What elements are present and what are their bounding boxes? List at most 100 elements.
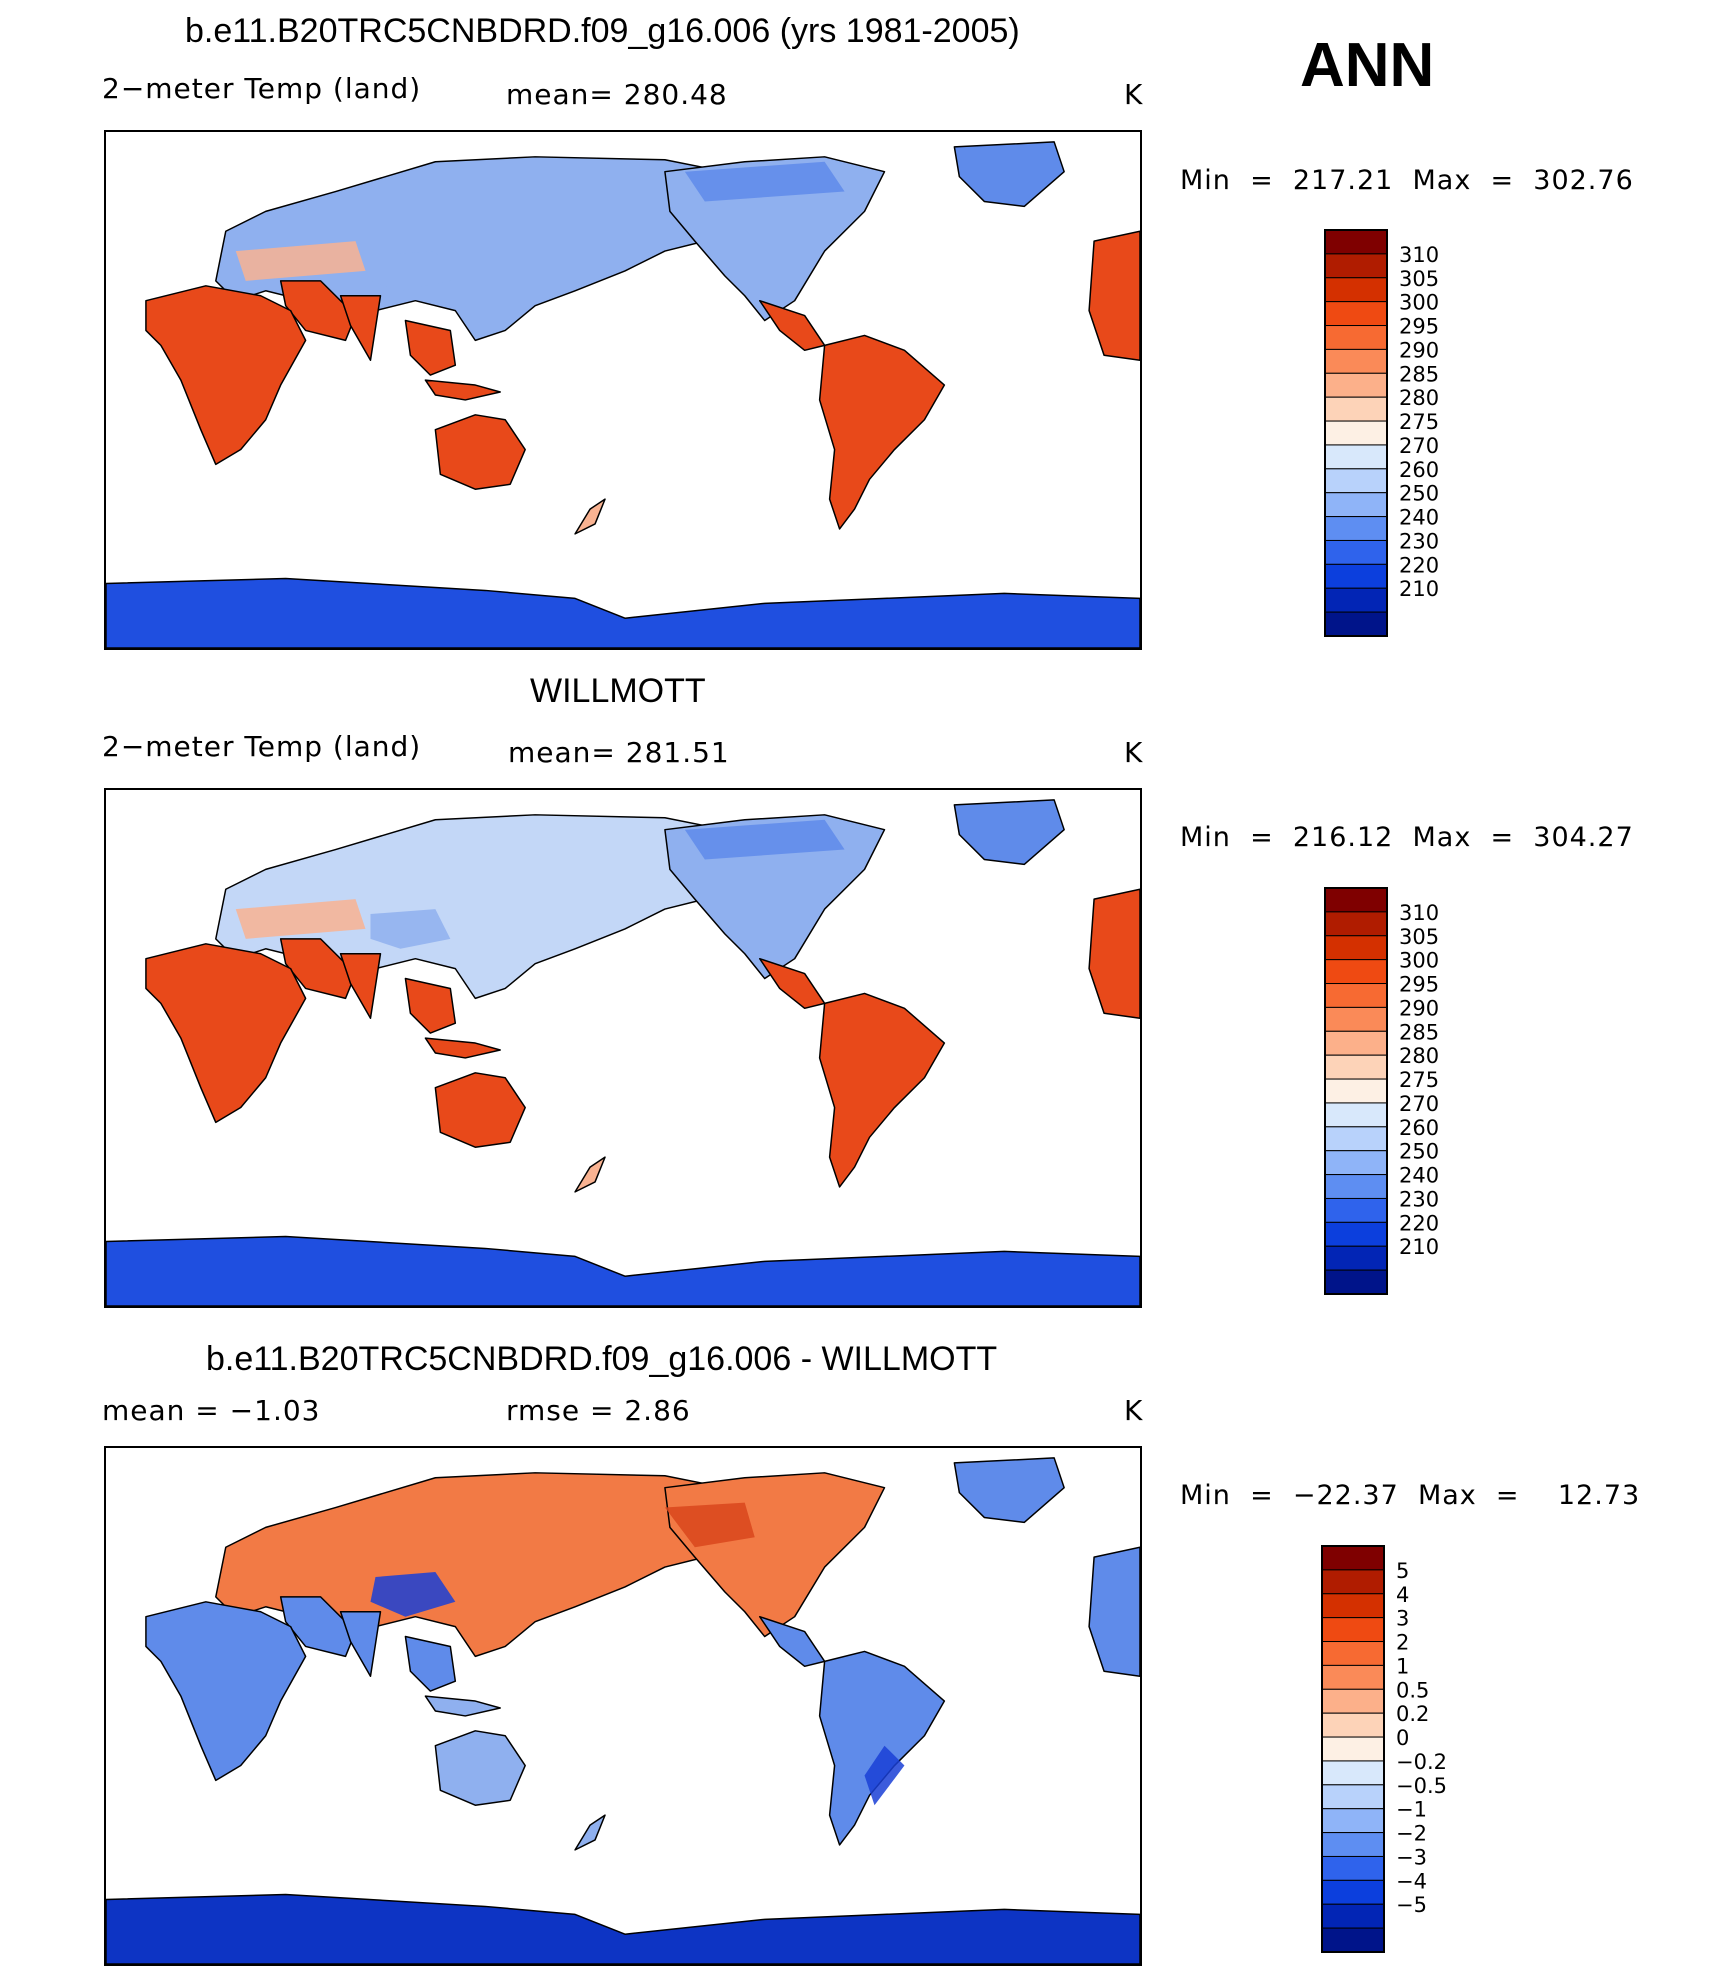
colorbar-swatch bbox=[1324, 911, 1388, 937]
colorbar-svg: 3103053002952902852802752702602502402302… bbox=[1324, 229, 1439, 637]
landmass-india bbox=[339, 952, 382, 1019]
colorbar-swatch bbox=[1324, 1030, 1388, 1056]
panel-1-title: b.e11.B20TRC5CNBDRD.f09_g16.006 (yrs 198… bbox=[185, 12, 1020, 50]
map-shading-patch bbox=[370, 251, 451, 291]
panel-1-variable-label: 2−meter Temp (land) bbox=[102, 72, 422, 105]
colorbar-swatch bbox=[1324, 1102, 1388, 1128]
landmass-s-america bbox=[818, 334, 946, 530]
colorbar-tick-label: 1 bbox=[1396, 1654, 1409, 1678]
colorbar-tick-label: −0.5 bbox=[1396, 1774, 1447, 1798]
colorbar-tick-label: 2 bbox=[1396, 1631, 1409, 1655]
colorbar-swatch bbox=[1324, 1221, 1388, 1247]
panel-3-colorbar: 5 4 3 2 1 0.5 0.2 0 −0.2 −0.5 −1 −2 −3 −4 −5 bbox=[1321, 1545, 1542, 1956]
panel-3-title: b.e11.B20TRC5CNBDRD.f09_g16.006 - WILLMO… bbox=[206, 1340, 998, 1378]
colorbar-swatch bbox=[1324, 959, 1388, 985]
panel-3-rmse-label: rmse = 2.86 bbox=[506, 1394, 691, 1427]
landmass-antarctica bbox=[106, 1235, 1140, 1306]
colorbar-tick-label: −0.2 bbox=[1396, 1750, 1447, 1774]
landmass-africa bbox=[145, 1601, 307, 1782]
colorbar-tick-label: 210 bbox=[1399, 577, 1439, 601]
colorbar-swatch bbox=[1321, 1593, 1385, 1619]
colorbar-tick-label: 275 bbox=[1399, 410, 1439, 434]
landmass-seasia bbox=[404, 1635, 457, 1692]
colorbar-swatch bbox=[1324, 539, 1388, 565]
landmass-antarctica bbox=[106, 1893, 1140, 1964]
colorbar-tick-label: −3 bbox=[1396, 1845, 1427, 1869]
colorbar-tick-label: 220 bbox=[1399, 553, 1439, 577]
colorbar-tick-label: 270 bbox=[1399, 434, 1439, 458]
landmass-greenland bbox=[953, 1457, 1065, 1524]
colorbar-tick-label: 305 bbox=[1399, 267, 1439, 291]
colorbar-tick-label: −4 bbox=[1396, 1869, 1427, 1893]
colorbar-swatch bbox=[1321, 1760, 1385, 1786]
colorbar-tick-label: 310 bbox=[1399, 901, 1439, 925]
colorbar-swatch bbox=[1324, 372, 1388, 398]
colorbar-swatch bbox=[1321, 1617, 1385, 1643]
map-shading-patch bbox=[370, 1572, 456, 1617]
colorbar-swatch bbox=[1324, 277, 1388, 303]
colorbar-swatch bbox=[1324, 587, 1388, 613]
colorbar-tick-label: 230 bbox=[1399, 529, 1439, 553]
colorbar-tick-label: 285 bbox=[1399, 1020, 1439, 1044]
colorbar-swatch bbox=[1324, 1126, 1388, 1152]
colorbar-tick-label: 4 bbox=[1396, 1583, 1409, 1607]
landmass-australia bbox=[434, 414, 526, 490]
colorbar-svg: 3103053002952902852802752702602502402302… bbox=[1324, 887, 1439, 1295]
colorbar-swatch bbox=[1324, 348, 1388, 374]
colorbar-swatch bbox=[1324, 983, 1388, 1008]
landmass-s-america bbox=[818, 992, 946, 1188]
colorbar-swatch bbox=[1324, 887, 1388, 913]
panel-3-minmax: Min = −22.37 Max = 12.73 bbox=[1180, 1480, 1641, 1511]
colorbar-swatch bbox=[1324, 1269, 1388, 1295]
colorbar-swatch bbox=[1321, 1688, 1385, 1714]
colorbar-swatch bbox=[1324, 420, 1388, 446]
landmass-seasia bbox=[404, 977, 457, 1034]
colorbar-tick-label: −5 bbox=[1396, 1893, 1427, 1917]
landmass-antarctica bbox=[106, 577, 1140, 648]
landmass-australia bbox=[434, 1072, 526, 1148]
colorbar-swatch bbox=[1321, 1903, 1385, 1929]
map-shading-patch bbox=[684, 819, 845, 860]
panel-1-map bbox=[104, 130, 1142, 650]
colorbar-tick-label: 260 bbox=[1399, 458, 1439, 482]
colorbar-swatch bbox=[1321, 1832, 1385, 1857]
colorbar-tick-label: 275 bbox=[1399, 1068, 1439, 1092]
panel-2-title: WILLMOTT bbox=[530, 672, 706, 710]
panel-1-units-label: K bbox=[1124, 78, 1144, 111]
colorbar-tick-label: 240 bbox=[1399, 506, 1439, 530]
landmass-central-am bbox=[758, 957, 826, 1010]
map-shading-patch bbox=[370, 909, 451, 949]
colorbar-swatch bbox=[1321, 1712, 1385, 1738]
colorbar-tick-label: 270 bbox=[1399, 1092, 1439, 1116]
panel-2-variable-label: 2−meter Temp (land) bbox=[102, 730, 422, 763]
landmass-w-africa-edge bbox=[1088, 888, 1140, 1019]
colorbar-swatch bbox=[1321, 1545, 1385, 1571]
landmass-australia bbox=[434, 1730, 526, 1806]
map-shading-patch bbox=[684, 161, 845, 202]
map-svg bbox=[106, 1457, 1140, 1964]
landmass-w-africa-edge bbox=[1088, 1546, 1140, 1677]
colorbar-tick-label: 220 bbox=[1399, 1211, 1439, 1235]
colorbar-tick-label: 0 bbox=[1396, 1726, 1409, 1750]
colorbar-tick-label: 3 bbox=[1396, 1607, 1409, 1631]
colorbar-swatch bbox=[1324, 516, 1388, 541]
panel-2-map bbox=[104, 788, 1142, 1308]
colorbar-swatch bbox=[1324, 1054, 1388, 1080]
landmass-newzealand bbox=[574, 498, 606, 535]
colorbar-swatch bbox=[1321, 1879, 1385, 1905]
colorbar-swatch bbox=[1321, 1641, 1385, 1666]
colorbar-swatch bbox=[1324, 563, 1388, 589]
colorbar-swatch bbox=[1324, 1174, 1388, 1199]
colorbar-swatch bbox=[1324, 1006, 1388, 1032]
colorbar-tick-label: 280 bbox=[1399, 386, 1439, 410]
colorbar-tick-label: 305 bbox=[1399, 925, 1439, 949]
colorbar-tick-label: 0.5 bbox=[1396, 1678, 1429, 1702]
colorbar-tick-label: 240 bbox=[1399, 1164, 1439, 1188]
colorbar-tick-label: 295 bbox=[1399, 315, 1439, 339]
landmass-arabia bbox=[279, 280, 357, 342]
map-shading-patch bbox=[664, 1502, 755, 1548]
panel-3-map bbox=[104, 1446, 1142, 1966]
colorbar-swatch bbox=[1321, 1736, 1385, 1762]
landmass-indonesia bbox=[424, 1037, 501, 1059]
colorbar-swatch bbox=[1321, 1569, 1385, 1595]
